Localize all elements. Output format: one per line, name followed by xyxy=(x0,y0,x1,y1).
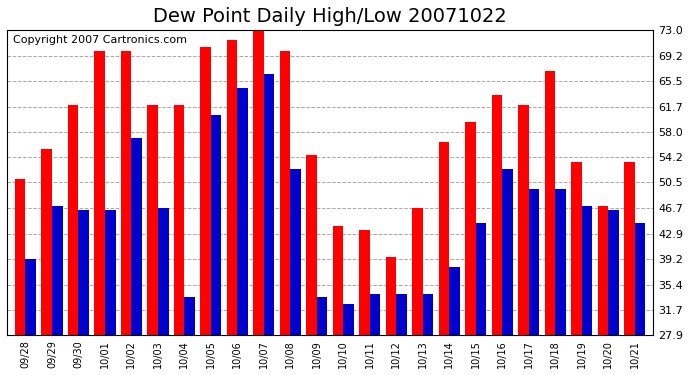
Bar xyxy=(439,142,449,375)
Bar xyxy=(279,51,290,375)
Bar xyxy=(582,206,592,375)
Bar xyxy=(492,94,502,375)
Bar xyxy=(105,210,115,375)
Bar xyxy=(333,226,344,375)
Bar xyxy=(264,74,275,375)
Bar xyxy=(148,105,158,375)
Bar xyxy=(412,208,423,375)
Bar xyxy=(317,297,328,375)
Bar xyxy=(184,297,195,375)
Bar xyxy=(290,169,301,375)
Bar xyxy=(555,189,566,375)
Bar xyxy=(79,210,89,375)
Bar xyxy=(95,51,105,375)
Bar xyxy=(237,88,248,375)
Bar xyxy=(131,138,142,375)
Bar xyxy=(306,155,317,375)
Bar xyxy=(253,30,264,375)
Bar xyxy=(344,304,354,375)
Bar xyxy=(211,115,221,375)
Bar xyxy=(41,148,52,375)
Bar xyxy=(475,223,486,375)
Bar xyxy=(624,162,635,375)
Bar xyxy=(68,105,79,375)
Bar xyxy=(544,71,555,375)
Bar xyxy=(52,206,63,375)
Bar xyxy=(227,40,237,375)
Bar xyxy=(200,47,211,375)
Bar xyxy=(15,179,26,375)
Bar xyxy=(359,230,370,375)
Bar xyxy=(608,210,619,375)
Bar xyxy=(635,223,645,375)
Bar xyxy=(121,51,131,375)
Title: Dew Point Daily High/Low 20071022: Dew Point Daily High/Low 20071022 xyxy=(153,7,507,26)
Bar xyxy=(423,294,433,375)
Bar xyxy=(158,208,168,375)
Bar xyxy=(598,206,608,375)
Bar xyxy=(396,294,407,375)
Bar xyxy=(465,122,475,375)
Text: Copyright 2007 Cartronics.com: Copyright 2007 Cartronics.com xyxy=(13,35,188,45)
Bar xyxy=(370,294,380,375)
Bar xyxy=(449,267,460,375)
Bar xyxy=(529,189,540,375)
Bar xyxy=(174,105,184,375)
Bar xyxy=(386,257,396,375)
Bar xyxy=(26,259,36,375)
Bar xyxy=(571,162,582,375)
Bar xyxy=(502,169,513,375)
Bar xyxy=(518,105,529,375)
